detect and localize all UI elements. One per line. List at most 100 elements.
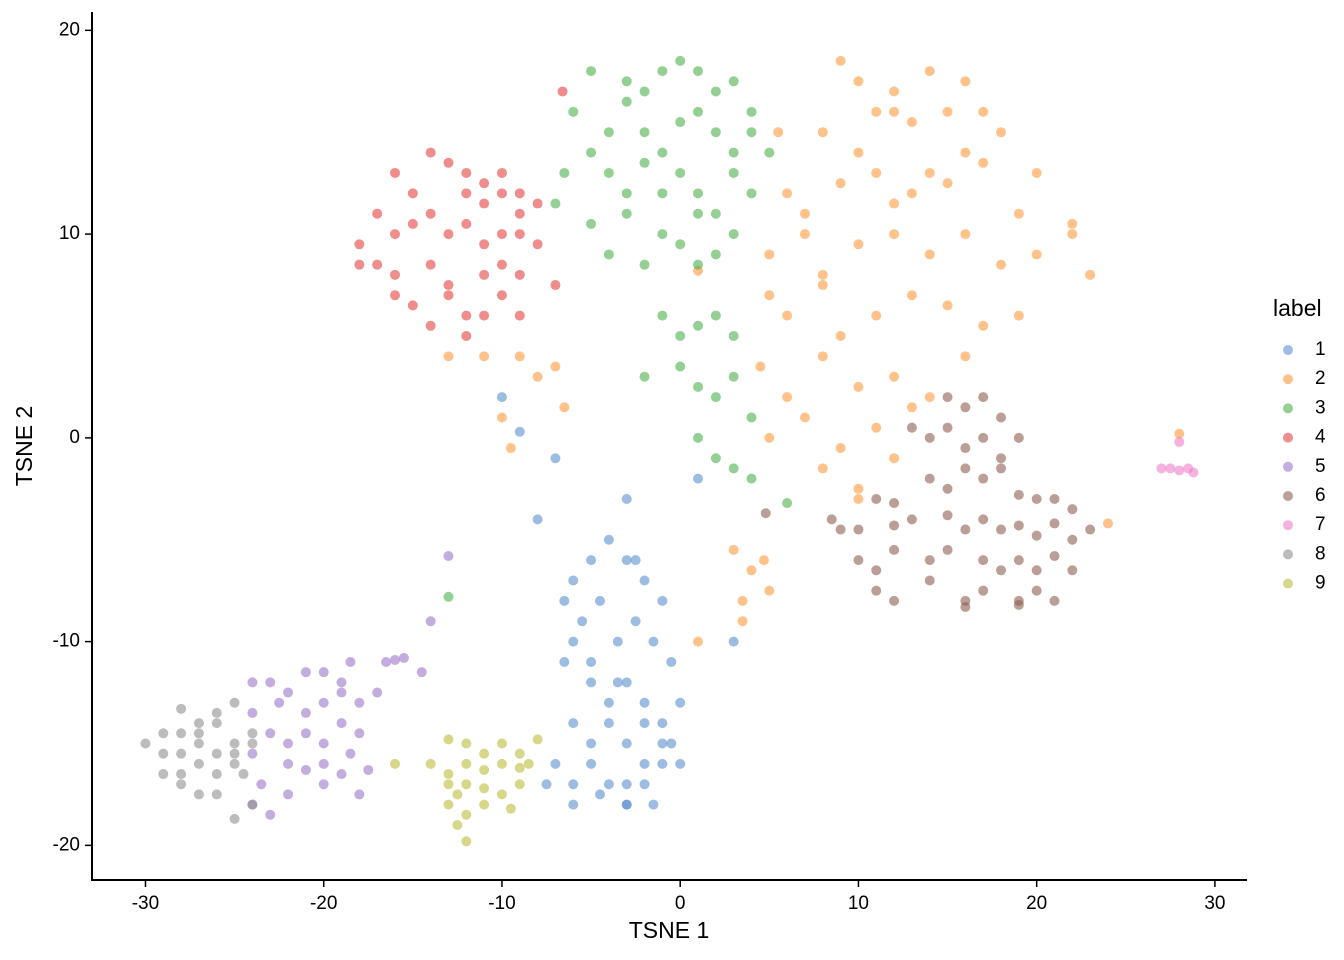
point [1031,167,1042,178]
point [514,269,525,280]
point [603,718,614,729]
point [407,218,418,229]
point [193,718,204,729]
point [265,677,276,688]
point [586,147,597,158]
point [443,734,454,745]
point [496,229,507,240]
point [1102,518,1113,529]
point [657,718,668,729]
point [345,748,356,759]
point [675,167,686,178]
point [996,463,1007,474]
point [996,453,1007,464]
point [639,86,650,97]
point [630,555,641,566]
point [871,167,882,178]
point [318,779,329,790]
y-tick-label: -10 [53,631,80,652]
point [1031,249,1042,260]
point [764,147,775,158]
point [924,66,935,77]
point [906,422,917,433]
point [853,76,864,87]
point [176,769,187,780]
point [318,738,329,749]
point [603,127,614,138]
point [1067,218,1078,229]
point [764,290,775,301]
point [211,769,222,780]
point [924,392,935,403]
x-tick-label: -10 [488,893,515,914]
point [817,269,828,280]
point [835,330,846,341]
point [889,595,900,606]
point [390,167,401,178]
point [675,697,686,708]
point [760,508,771,519]
point [496,188,507,199]
point [514,351,525,362]
point [1067,534,1078,545]
point [336,687,347,698]
point [924,432,935,443]
point [256,779,267,790]
point [594,595,605,606]
point [621,493,632,504]
point [773,127,784,138]
point [461,738,472,749]
point [1049,551,1060,562]
point [532,198,543,209]
point [764,585,775,596]
point [746,106,757,117]
point [603,167,614,178]
point [675,55,686,66]
point [710,249,721,260]
point [978,473,989,484]
point [817,351,828,362]
point [1013,599,1024,610]
point [158,748,169,759]
legend-title: label [1273,295,1322,321]
legend-label: 1 [1315,339,1326,360]
point [960,601,971,612]
point [942,178,953,189]
point [318,667,329,678]
point [639,697,650,708]
point [960,351,971,362]
point [300,667,311,678]
legend-swatch [1283,491,1293,501]
point [728,463,739,474]
point [906,188,917,199]
point [265,728,276,739]
point [603,697,614,708]
point [247,728,258,739]
point [799,208,810,219]
point [1031,565,1042,576]
point [586,738,597,749]
point [265,809,276,820]
point [300,707,311,718]
point [1013,208,1024,219]
point [746,473,757,484]
point [906,514,917,525]
point [693,381,704,392]
point [621,188,632,199]
point [978,392,989,403]
point [586,758,597,769]
point [639,575,650,586]
legend-label: 4 [1315,427,1326,448]
x-tick-label: -20 [310,893,337,914]
point [1188,467,1199,478]
point [639,259,650,270]
point [514,748,525,759]
x-tick-label: -30 [132,893,159,914]
point [229,758,240,769]
point [158,728,169,739]
point [639,718,650,729]
point [274,697,285,708]
point [479,239,490,250]
point [176,748,187,759]
